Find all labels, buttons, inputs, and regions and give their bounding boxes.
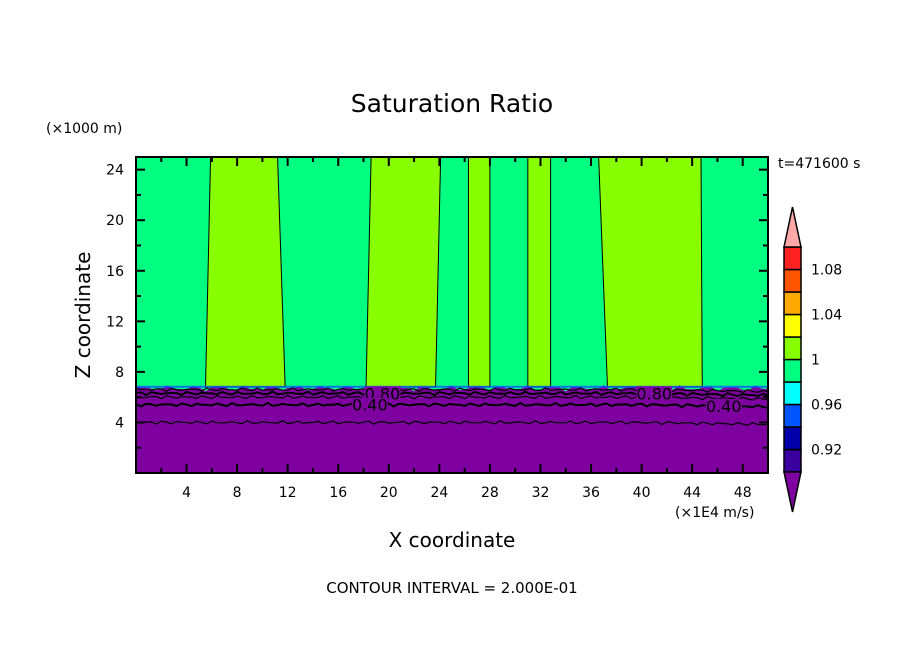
colorbar-label: 0.96 bbox=[811, 398, 842, 414]
y-tick-label: 12 bbox=[106, 314, 124, 330]
x-tick-label: 8 bbox=[233, 485, 242, 501]
colorbar-swatch bbox=[783, 336, 802, 361]
colorbar-under-triangle bbox=[783, 471, 802, 513]
y-tick-label: 24 bbox=[106, 163, 124, 179]
x-tick-label: 32 bbox=[532, 485, 550, 501]
x-tick-label: 20 bbox=[380, 485, 398, 501]
contour-label: 0.80 bbox=[636, 384, 672, 403]
x-tick-label: 16 bbox=[329, 485, 347, 501]
y-tick-label: 4 bbox=[115, 415, 124, 431]
subsaturated-layer bbox=[136, 385, 768, 473]
y-axis-label: Z coordinate bbox=[71, 252, 95, 379]
contour-line bbox=[135, 401, 769, 409]
supersaturated-band bbox=[598, 156, 703, 388]
colorbar-over-triangle bbox=[783, 206, 802, 248]
colorbar-swatch bbox=[783, 313, 802, 338]
x-tick-label: 40 bbox=[633, 485, 651, 501]
x-tick-label: 44 bbox=[683, 485, 701, 501]
supersaturated-band bbox=[527, 156, 552, 388]
colorbar-swatch bbox=[783, 268, 802, 293]
plot-area: 0.80 0.800.40 0.40 bbox=[135, 156, 769, 473]
y-tick-label: 16 bbox=[106, 264, 124, 280]
contour-label-bg bbox=[705, 399, 742, 414]
contour-label-bg bbox=[636, 386, 673, 401]
colorbar-swatch bbox=[783, 381, 802, 406]
x-axis-label: X coordinate bbox=[389, 528, 516, 552]
contour-label-bg bbox=[351, 397, 388, 412]
colorbar-label: 0.92 bbox=[811, 443, 842, 459]
colorbar-label: 1.08 bbox=[811, 263, 842, 279]
colorbar-swatch bbox=[783, 246, 802, 271]
colorbar-swatch bbox=[783, 291, 802, 316]
chart-title: Saturation Ratio bbox=[351, 89, 553, 118]
x-tick-label: 12 bbox=[279, 485, 297, 501]
contour-label: 0.40 bbox=[706, 397, 742, 416]
colorbar-label: 1 bbox=[811, 353, 820, 369]
colorbar-swatch bbox=[783, 358, 802, 383]
x-unit-label: (×1E4 m/s) bbox=[675, 505, 754, 521]
colorbar-swatch bbox=[783, 426, 802, 451]
supersaturated-band bbox=[467, 156, 491, 388]
colorbar: 0.92 0.96 1 1.04 1.08 bbox=[783, 206, 842, 513]
y-tick-label: 8 bbox=[115, 365, 124, 381]
colorbar-swatch bbox=[783, 448, 802, 473]
time-label: t=471600 s bbox=[778, 156, 860, 172]
x-tick-label: 24 bbox=[430, 485, 448, 501]
colorbar-swatch bbox=[783, 403, 802, 428]
x-tick-label: 36 bbox=[582, 485, 600, 501]
contour-label-bg bbox=[364, 386, 401, 401]
x-tick-label: 48 bbox=[734, 485, 752, 501]
y-unit-label: (×1000 m) bbox=[46, 121, 122, 137]
colorbar-label: 1.04 bbox=[811, 308, 842, 324]
y-tick-label: 20 bbox=[106, 213, 124, 229]
supersaturated-band bbox=[365, 156, 442, 388]
supersaturated-band bbox=[205, 156, 286, 388]
x-tick-label: 28 bbox=[481, 485, 499, 501]
plot-frame bbox=[135, 156, 769, 474]
contour-line bbox=[135, 420, 769, 427]
transition-layer bbox=[136, 385, 768, 388]
contour-label: 0.40 bbox=[352, 396, 388, 415]
x-tick-label: 4 bbox=[182, 485, 191, 501]
contour-interval-footer: CONTOUR INTERVAL = 2.000E-01 bbox=[326, 579, 577, 597]
